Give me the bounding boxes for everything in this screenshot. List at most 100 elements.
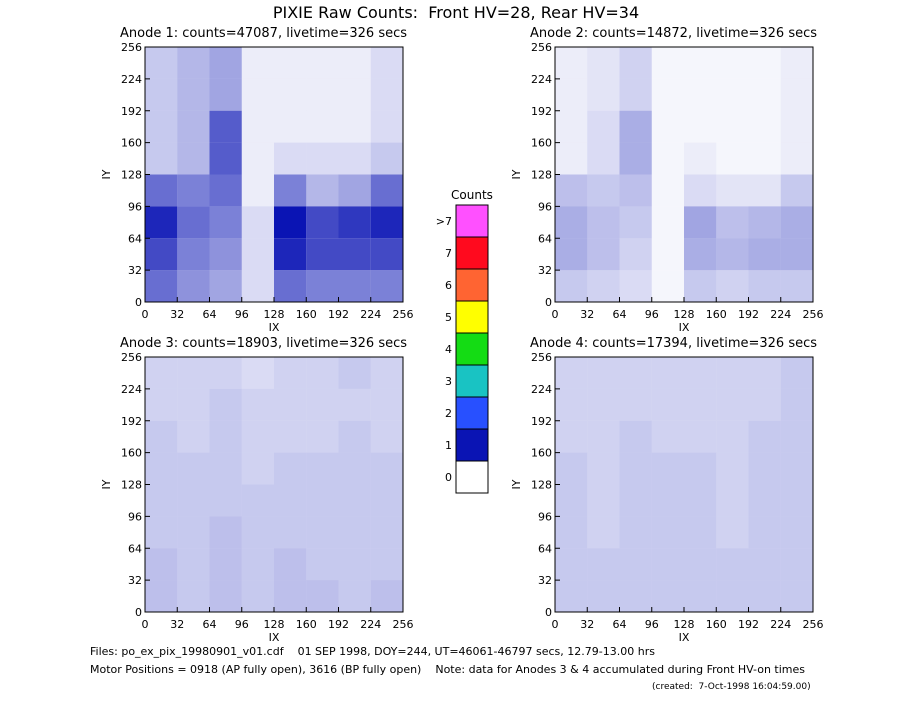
density-cell (306, 174, 339, 207)
density-cell (177, 357, 210, 389)
y-tick-label: 192 (531, 105, 552, 118)
density-cell (370, 580, 403, 612)
density-cell (338, 47, 371, 79)
density-cell (145, 580, 178, 612)
density-cell (241, 580, 274, 612)
y-tick-label: 128 (121, 479, 142, 492)
colorbar-swatch (455, 204, 489, 238)
density-cell (306, 580, 339, 612)
density-cell (274, 270, 307, 302)
x-tick-label: 192 (738, 618, 759, 631)
y-tick-label: 192 (121, 415, 142, 428)
density-cell (780, 110, 813, 143)
density-cell (555, 174, 588, 207)
density-cell (587, 548, 620, 581)
density-cell (306, 78, 339, 111)
density-cell (780, 580, 813, 612)
density-cell (274, 388, 307, 421)
density-cell (145, 78, 178, 111)
y-tick-label: 96 (538, 510, 552, 523)
density-cell (338, 270, 371, 302)
x-tick-label: 0 (552, 308, 559, 321)
density-cell (555, 388, 588, 421)
density-cell (587, 388, 620, 421)
footer-motor: Motor Positions = 0918 (AP fully open), … (90, 663, 805, 676)
x-tick-label: 32 (580, 308, 594, 321)
density-cell (780, 357, 813, 389)
density-cell (587, 580, 620, 612)
density-cell (274, 484, 307, 517)
density-cell (177, 142, 210, 175)
density-cell (306, 357, 339, 389)
x-tick-label: 32 (580, 618, 594, 631)
density-cell (338, 142, 371, 175)
density-cell (555, 206, 588, 239)
density-cell (780, 78, 813, 111)
x-tick-label: 128 (674, 308, 695, 321)
density-cell (177, 580, 210, 612)
colorbar-label: 1 (445, 439, 452, 452)
density-cell (619, 484, 652, 517)
y-tick-label: 0 (135, 606, 142, 619)
density-cell (338, 78, 371, 111)
density-cell (619, 452, 652, 485)
density-cell (716, 238, 749, 271)
density-cell (748, 516, 781, 549)
density-cell (370, 516, 403, 549)
density-cell (716, 174, 749, 207)
y-tick-label: 0 (135, 296, 142, 309)
y-tick-label: 160 (121, 447, 142, 460)
density-cell (555, 580, 588, 612)
x-tick-label: 32 (170, 308, 184, 321)
density-cell (209, 452, 242, 485)
density-cell (370, 47, 403, 79)
density-cell (241, 110, 274, 143)
density-cell (306, 484, 339, 517)
density-cell (587, 78, 620, 111)
density-cell (684, 174, 717, 207)
density-cell (177, 110, 210, 143)
x-axis-label: IX (269, 321, 280, 334)
density-cell (338, 357, 371, 389)
density-cell (209, 238, 242, 271)
x-tick-label: 224 (770, 308, 791, 321)
density-cell (651, 357, 684, 389)
density-cell (780, 484, 813, 517)
density-cell (209, 110, 242, 143)
x-tick-label: 256 (393, 618, 414, 631)
density-cell (780, 270, 813, 302)
density-cell (749, 79, 781, 111)
density-cell (306, 270, 339, 302)
y-tick-label: 160 (531, 447, 552, 460)
density-cell (619, 110, 652, 143)
x-tick-label: 128 (264, 308, 285, 321)
density-cell (274, 548, 307, 581)
y-tick-label: 256 (531, 351, 552, 364)
density-cell (748, 420, 781, 453)
density-cell (716, 111, 748, 143)
density-cell (587, 110, 620, 143)
density-cell (241, 206, 274, 239)
density-cell (370, 452, 403, 485)
density-cell (555, 452, 588, 485)
y-tick-label: 32 (538, 574, 552, 587)
x-tick-label: 160 (296, 618, 317, 631)
density-cell (619, 142, 652, 175)
density-cell (749, 143, 781, 175)
density-cell (177, 206, 210, 239)
density-cell (748, 548, 781, 581)
density-cell (177, 548, 210, 581)
density-cell (241, 47, 274, 79)
y-tick-label: 224 (531, 383, 552, 396)
density-cell (145, 357, 178, 389)
density-cell (555, 270, 588, 302)
density-cell (651, 420, 684, 453)
x-tick-label: 160 (706, 308, 727, 321)
density-cell (274, 110, 307, 143)
density-cell (209, 516, 242, 549)
density-cell (306, 110, 339, 143)
density-cell (748, 484, 781, 517)
density-cell (555, 516, 588, 549)
